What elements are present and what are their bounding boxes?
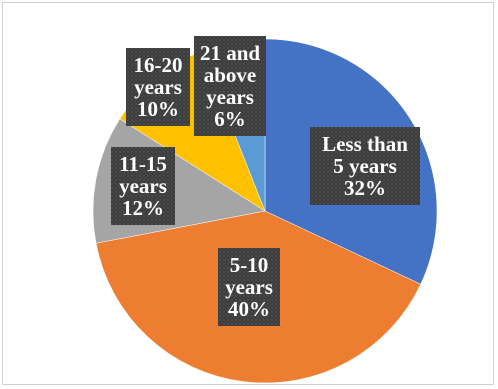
- data-label-line: years: [225, 275, 273, 299]
- data-label-line: Less than: [322, 132, 408, 156]
- data-label-line: 10%: [137, 97, 179, 121]
- data-label-line: years: [134, 75, 182, 99]
- data-label-21-and-above-years: 21 and above years 6%: [200, 41, 260, 131]
- data-label-line: 40%: [228, 297, 270, 321]
- pie-chart: Less than 5 years 32%5-10 years 40%11-15 year…: [92, 36, 438, 384]
- data-label-line: 11-15: [119, 152, 167, 176]
- pie-data-labels: Less than 5 years 32%5-10 years 40%11-15 year…: [111, 36, 420, 326]
- data-label-11-15-years: 11-15 years 12%: [119, 152, 167, 220]
- data-label-box-16-20-years: [126, 48, 190, 126]
- data-label-line: years: [119, 174, 167, 198]
- data-label-line: 21 and: [200, 41, 260, 65]
- data-label-line: 12%: [122, 196, 164, 220]
- data-label-box-5-10-years: [218, 248, 280, 326]
- data-label-line: 6%: [214, 107, 246, 131]
- data-label-line: above: [204, 63, 257, 87]
- data-label-box-less-than-5-years: [310, 127, 420, 205]
- data-label-less-than-5-years: Less than 5 years 32%: [322, 132, 408, 200]
- data-label-5-10-years: 5-10 years 40%: [225, 253, 273, 321]
- data-label-16-20-years: 16-20 years 10%: [134, 53, 183, 121]
- data-label-line: 32%: [344, 176, 386, 200]
- data-label-line: 5 years: [333, 154, 397, 178]
- data-label-box-11-15-years: [111, 147, 175, 225]
- data-label-line: 16-20: [134, 53, 183, 77]
- data-label-line: years: [206, 85, 254, 109]
- data-label-line: 5-10: [230, 253, 269, 277]
- chart-frame: Less than 5 years 32% 5-10 years 40% 11-15 year…: [2, 2, 494, 385]
- data-label-box-21-and-above-years: [194, 36, 266, 136]
